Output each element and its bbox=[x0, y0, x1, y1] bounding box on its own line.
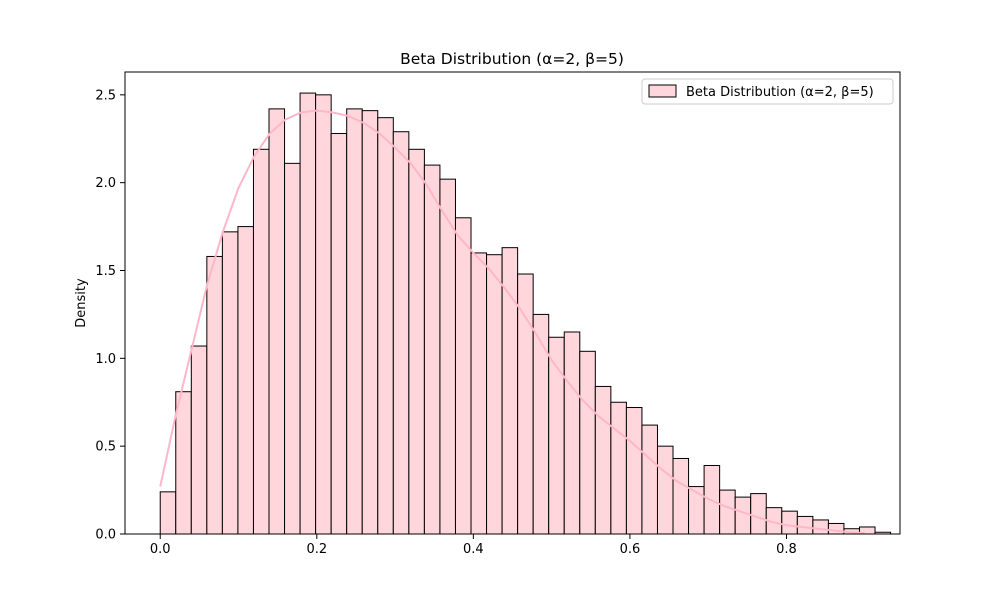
y-axis-label: Density bbox=[74, 278, 89, 328]
plot-frame bbox=[124, 71, 901, 535]
y-tick-label: 0.5 bbox=[95, 440, 116, 455]
histogram-bar bbox=[252, 148, 270, 535]
x-tick-label: 0.0 bbox=[150, 542, 171, 557]
legend-label: Beta Distribution (α=2, β=5) bbox=[686, 85, 874, 100]
histogram-bar bbox=[827, 522, 845, 535]
histogram-bar bbox=[439, 178, 456, 535]
histogram-bar bbox=[190, 345, 208, 535]
legend-swatch bbox=[648, 84, 677, 98]
histogram-bar bbox=[268, 108, 286, 535]
histogram-bar bbox=[408, 148, 425, 535]
y-tick-label: 2.0 bbox=[95, 176, 116, 191]
histogram-bar bbox=[315, 94, 332, 535]
histogram-bar bbox=[688, 486, 705, 535]
histogram-bar bbox=[470, 252, 488, 535]
y-tick-label: 2.5 bbox=[95, 88, 116, 103]
x-tick-label: 0.8 bbox=[776, 542, 797, 557]
histogram-bar bbox=[641, 424, 658, 535]
histogram-bar bbox=[750, 493, 767, 535]
kde-curve bbox=[159, 109, 865, 535]
x-tick-label: 0.6 bbox=[620, 542, 641, 557]
histogram-bar bbox=[532, 313, 550, 535]
y-tick-label: 0.0 bbox=[95, 528, 116, 543]
histogram-bar bbox=[781, 510, 798, 535]
histogram-bar bbox=[206, 255, 223, 535]
x-tick-label: 0.4 bbox=[463, 542, 484, 557]
histogram-bar bbox=[486, 254, 503, 535]
histogram-bar bbox=[610, 401, 627, 535]
histogram-bar bbox=[175, 391, 192, 535]
histogram-bar bbox=[517, 273, 534, 535]
histogram-bar bbox=[594, 385, 612, 535]
histogram-bar bbox=[672, 457, 690, 535]
histogram-bar bbox=[579, 350, 596, 535]
y-tick-label: 1.5 bbox=[95, 264, 116, 279]
y-tick-label: 1.0 bbox=[95, 352, 116, 367]
histogram-bar bbox=[299, 92, 317, 535]
histogram-bar bbox=[454, 217, 472, 535]
histogram-bar bbox=[330, 132, 348, 535]
histogram-bar bbox=[159, 491, 177, 535]
histogram-bar bbox=[656, 445, 674, 535]
y-axis: 0.0 0.5 1.0 1.5 2.0 2.5 bbox=[95, 88, 125, 543]
histogram-bar bbox=[423, 164, 441, 535]
x-axis: 0.0 0.2 0.4 0.6 0.8 bbox=[150, 534, 797, 557]
histogram-bars bbox=[159, 92, 892, 535]
x-tick-label: 0.2 bbox=[306, 542, 327, 557]
histogram-bar bbox=[501, 247, 519, 535]
histogram-bar bbox=[346, 108, 363, 535]
histogram-bar bbox=[361, 110, 379, 535]
histogram-bar bbox=[284, 162, 301, 535]
histogram-bar bbox=[221, 231, 239, 535]
chart-title: Beta Distribution (α=2, β=5) bbox=[400, 50, 624, 68]
histogram-bar bbox=[796, 515, 814, 535]
histogram-bar bbox=[563, 331, 581, 535]
histogram-bar bbox=[237, 226, 254, 535]
histogram-bar bbox=[719, 489, 736, 535]
histogram-bar bbox=[812, 519, 829, 535]
histogram-bar bbox=[625, 407, 643, 535]
histogram-bar bbox=[392, 131, 410, 535]
histogram-bar bbox=[734, 496, 752, 535]
legend-box bbox=[641, 78, 894, 105]
histogram-bar bbox=[377, 117, 394, 535]
legend: Beta Distribution (α=2, β=5) bbox=[641, 78, 894, 105]
